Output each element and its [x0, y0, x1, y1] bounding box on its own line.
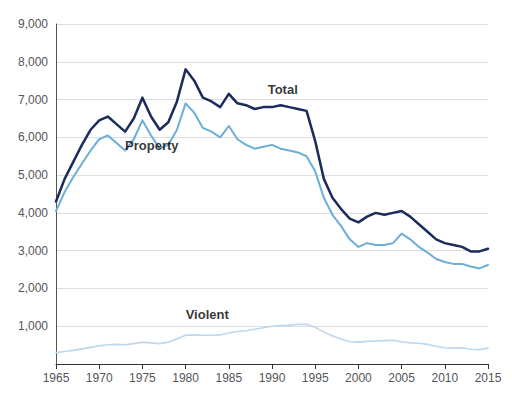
- svg-text:1995: 1995: [302, 371, 329, 385]
- svg-text:1975: 1975: [129, 371, 156, 385]
- svg-text:3,000: 3,000: [18, 244, 48, 258]
- svg-text:7,000: 7,000: [18, 93, 48, 107]
- svg-text:6,000: 6,000: [18, 130, 48, 144]
- svg-text:2010: 2010: [431, 371, 458, 385]
- svg-text:9,000: 9,000: [18, 17, 48, 31]
- svg-text:Violent: Violent: [186, 307, 230, 322]
- svg-text:4,000: 4,000: [18, 206, 48, 220]
- svg-text:2,000: 2,000: [18, 281, 48, 295]
- svg-text:2005: 2005: [388, 371, 415, 385]
- svg-text:1965: 1965: [43, 371, 70, 385]
- svg-text:1990: 1990: [259, 371, 286, 385]
- svg-text:1985: 1985: [215, 371, 242, 385]
- svg-text:1970: 1970: [86, 371, 113, 385]
- svg-text:1980: 1980: [172, 371, 199, 385]
- svg-text:2015: 2015: [475, 371, 502, 385]
- svg-text:Total: Total: [268, 82, 298, 97]
- svg-text:1,000: 1,000: [18, 319, 48, 333]
- svg-text:Property: Property: [125, 138, 179, 153]
- svg-text:8,000: 8,000: [18, 55, 48, 69]
- svg-text:2000: 2000: [345, 371, 372, 385]
- svg-text:5,000: 5,000: [18, 168, 48, 182]
